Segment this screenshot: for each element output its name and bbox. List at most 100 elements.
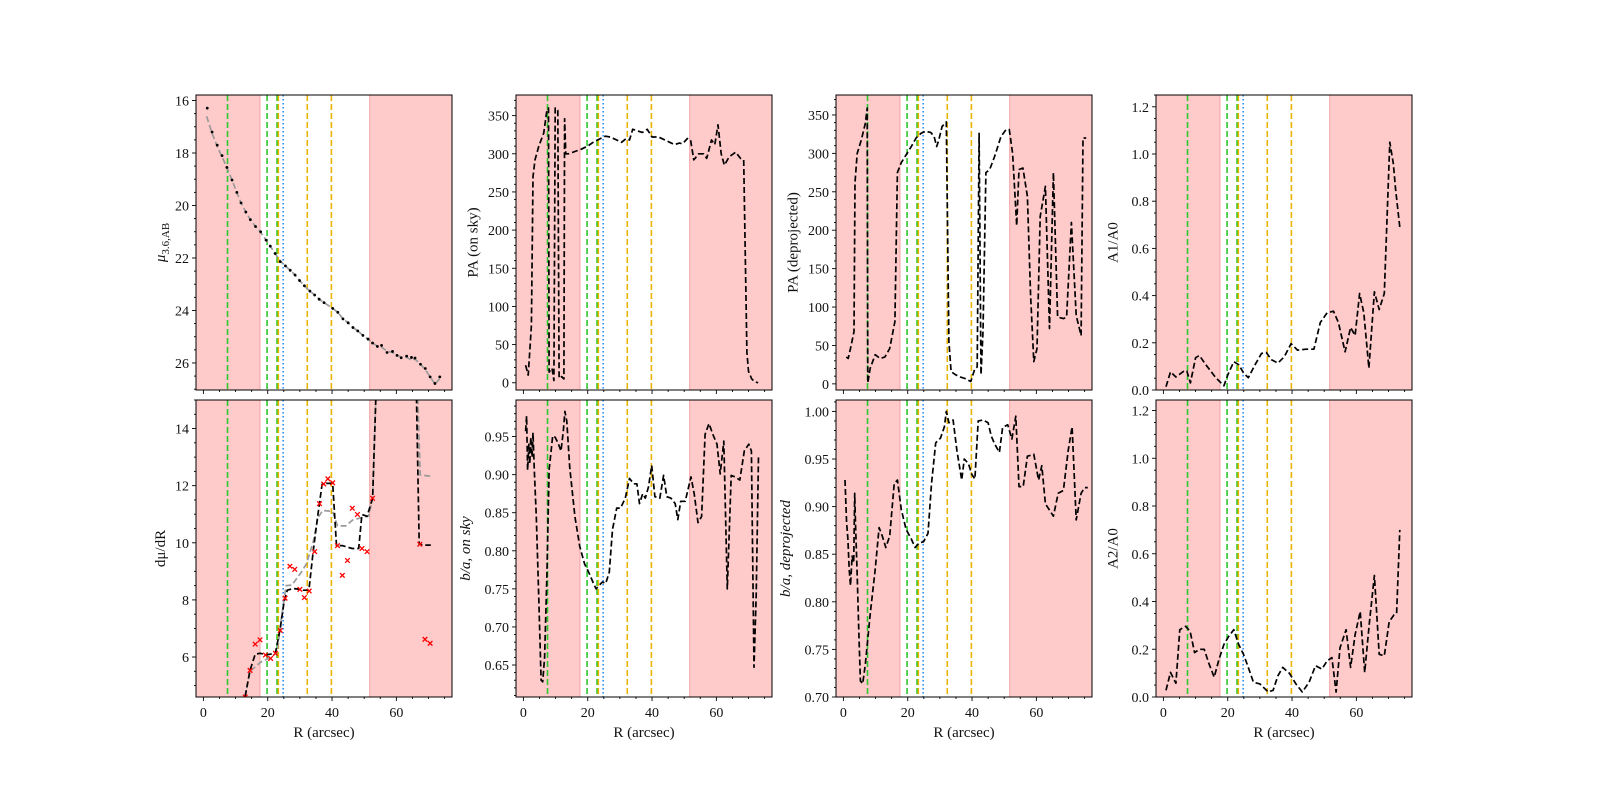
data-marker-x [247,667,253,674]
data-marker-x [427,640,433,647]
data-point [235,190,239,194]
data-marker-x [359,545,365,552]
x-tick-label: 20 [1221,706,1235,721]
data-point [395,353,399,357]
data-point [346,321,350,325]
y-axis-label-text: μ [153,254,169,263]
series-line [1165,529,1401,693]
data-marker-x [242,694,248,697]
y-axis-label: μ3.6,AB [153,223,172,263]
axes-frame [195,399,453,698]
data-point [278,260,282,264]
y-tick-label: 1.0 [1132,452,1150,467]
x-tick-label: 0 [1160,706,1167,721]
y-tick-label: 0.8 [1132,195,1150,210]
x-tick-label: 40 [1285,706,1299,721]
x-tick-label: 20 [261,706,275,721]
y-tick-label: 150 [488,262,509,277]
y-axis-label-text: b/a, deprojected [778,500,794,597]
x-axis-label: R (arcsec) [613,725,674,741]
data-point [391,350,394,353]
data-point [428,375,432,379]
x-tick-label: 60 [1349,706,1363,721]
data-point [259,230,263,234]
data-marker-x [334,542,341,549]
y-tick-label: 350 [488,110,509,125]
x-axis-label: R (arcsec) [293,725,354,741]
y-axis-label: dμ/dR [153,530,169,567]
data-point [248,218,252,222]
subplot-6: 0 20 40 60 0.65 0.70 0.75 0.80 0.85 0.90 0.95 b/a, … [458,399,773,741]
data-point [244,210,248,214]
data-marker-x [277,627,284,634]
data-point [341,317,345,321]
data-marker-x [369,495,376,501]
data-marker-x [282,595,288,601]
data-marker-x [329,480,336,486]
y-axis-label-text: A1/A0 [1106,222,1122,263]
y-tick-label: 100 [808,301,829,316]
y-tick-label: 0.4 [1132,290,1150,305]
y-tick-label: 0.80 [485,545,510,560]
y-tick-label: 10 [175,537,189,552]
y-tick-label: 6 [182,651,189,666]
y-axis-label: b/a, on sky [458,516,474,581]
data-point [215,143,219,147]
data-marker-x [344,557,351,564]
subplot-8: 0 20 40 60 0.0 0.2 0.4 0.6 0.8 1.0 1.2 A2/A0 R (arcs… [1106,399,1413,741]
x-axis-label: R (arcsec) [933,725,994,741]
data-point [336,310,340,314]
data-point [423,367,427,370]
axes-frame [195,94,453,391]
y-tick-label: 0.6 [1132,548,1150,563]
data-point [419,362,422,366]
data-marker-x [306,588,312,594]
data-point [405,354,409,358]
data-marker-x [320,481,327,487]
data-point [239,201,243,205]
data-marker-x [291,566,298,573]
data-point [313,293,317,297]
y-axis-label-subscript: 3.6,AB [160,223,172,255]
x-tick-label: 0 [840,706,847,721]
y-tick-label: 100 [488,300,509,315]
y-tick-label: 0 [822,378,829,393]
y-tick-label: 0.80 [805,596,830,611]
y-tick-label: 350 [808,109,829,124]
plot-area [516,400,772,697]
subplot-2: 0 50 100 150 200 250 300 350 PA (on sky) [466,94,773,394]
data-point [366,337,370,341]
y-tick-label: 0.75 [805,643,830,658]
y-tick-label: 0.70 [805,691,830,706]
axes-frame [1155,399,1413,698]
x-tick-label: 20 [581,706,595,721]
y-tick-label: 16 [175,95,189,110]
data-point [317,297,321,301]
y-axis-label-text: b/a, on sky [458,516,474,581]
axes-frame [1155,94,1413,391]
data-point [288,268,292,272]
y-axis-label: A2/A0 [1106,528,1122,569]
subplot-4: 0.0 0.2 0.4 0.6 0.8 1.0 1.2 A1/A0 [1106,94,1413,399]
y-tick-label: 300 [488,148,509,163]
y-tick-label: 0.90 [805,501,830,516]
data-marker-x [311,548,318,555]
y-tick-label: 1.2 [1132,101,1150,116]
subplot-3: 0 50 100 150 200 250 300 350 PA (deprojected) [786,94,1093,394]
y-tick-label: 0.85 [485,507,510,522]
data-point [308,289,312,293]
y-axis-label: PA (deprojected) [786,192,802,293]
x-tick-label: 0 [520,706,527,721]
data-point [268,244,272,248]
shaded-region [1009,400,1092,697]
plot-area [1156,95,1412,390]
shaded-region [689,400,772,697]
data-point [254,225,257,228]
y-tick-label: 0.65 [485,659,510,674]
y-tick-label: 14 [175,423,189,438]
y-tick-label: 1.00 [805,405,830,420]
data-marker-x [272,650,279,657]
y-tick-label: 250 [808,186,829,201]
subplot-7: 0 20 40 60 0.70 0.75 0.80 0.85 0.90 0.95 1.00 b/a, … [778,399,1093,741]
data-point [205,106,209,110]
